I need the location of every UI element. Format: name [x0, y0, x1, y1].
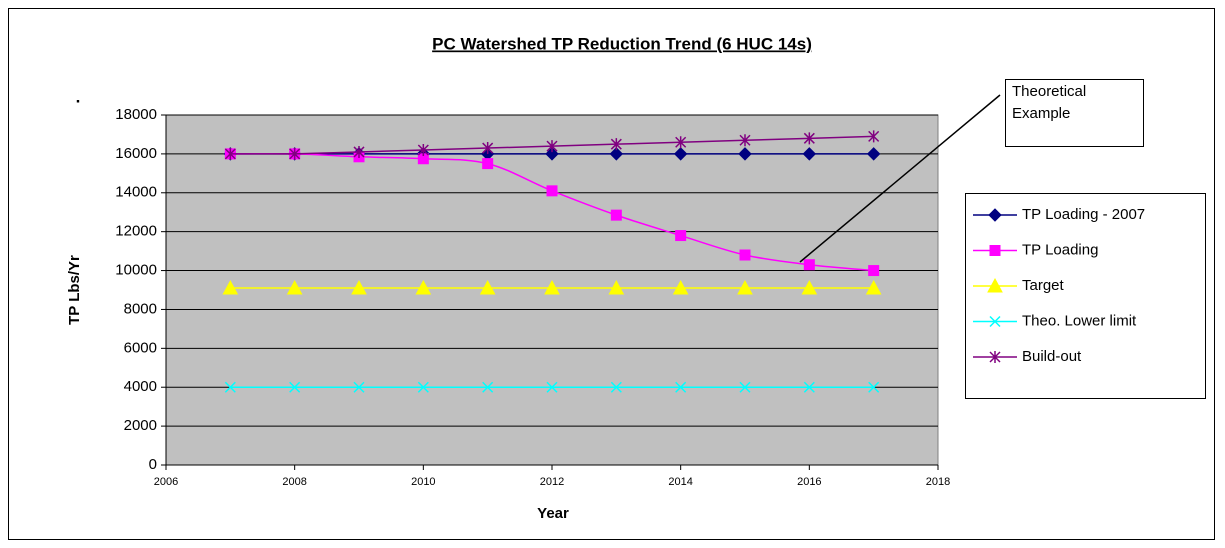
chart-title: PC Watershed TP Reduction Trend (6 HUC 1…	[432, 34, 812, 53]
marker	[672, 280, 689, 295]
annotation-text: Theoretical	[1012, 83, 1086, 100]
y-tick-label: 4000	[124, 378, 157, 395]
x-tick-label: 2012	[540, 476, 564, 488]
x-tick-label: 2014	[668, 476, 692, 488]
legend-marker	[989, 315, 1001, 328]
marker	[801, 280, 818, 295]
marker	[737, 280, 753, 295]
marker	[545, 147, 559, 161]
marker	[803, 381, 815, 393]
x-tick-label: 2016	[797, 476, 821, 488]
marker	[353, 381, 365, 393]
annotation-pointer	[799, 94, 1001, 263]
marker	[868, 130, 880, 143]
y-tick-label: 6000	[124, 339, 157, 356]
marker	[546, 381, 558, 393]
marker	[803, 259, 815, 271]
legend-label: TP Loading - 2007	[1022, 206, 1145, 223]
y-tick-label: 8000	[124, 300, 157, 317]
legend-marker	[988, 208, 1002, 222]
marker	[608, 280, 625, 295]
y-axis-note: .	[76, 87, 81, 106]
marker	[353, 145, 365, 158]
marker	[482, 142, 494, 155]
legend-label: Build-out	[1022, 348, 1082, 365]
marker	[479, 280, 496, 295]
legend	[965, 193, 1206, 399]
marker	[673, 147, 688, 161]
legend-marker	[989, 351, 1001, 363]
legend-marker	[987, 277, 1003, 293]
marker	[415, 280, 432, 295]
y-tick-label: 12000	[115, 223, 157, 240]
marker	[868, 265, 880, 277]
marker	[610, 209, 622, 221]
marker	[417, 381, 429, 393]
marker	[865, 280, 882, 295]
marker	[739, 249, 751, 261]
marker	[610, 381, 622, 393]
marker	[546, 140, 558, 153]
marker	[675, 381, 687, 393]
x-tick-label: 2010	[411, 476, 435, 488]
marker	[803, 132, 815, 145]
y-tick-label: 16000	[115, 145, 157, 162]
marker	[675, 230, 687, 242]
marker	[739, 381, 751, 393]
marker	[289, 147, 301, 160]
y-tick-label: 14000	[115, 184, 157, 201]
marker	[546, 185, 558, 197]
marker	[482, 158, 494, 170]
legend-marker	[989, 245, 1001, 256]
legend-label: Target	[1022, 277, 1065, 294]
y-tick-label: 10000	[115, 262, 157, 279]
y-axis-label: TP Lbs/Yr	[66, 255, 83, 325]
x-tick-label: 2006	[154, 476, 178, 488]
marker	[675, 136, 687, 149]
y-tick-label: 18000	[115, 106, 157, 123]
marker	[610, 138, 622, 151]
marker	[739, 134, 751, 147]
marker	[417, 144, 429, 156]
x-axis-label: Year	[537, 505, 569, 522]
marker	[738, 147, 752, 161]
x-tick-label: 2008	[282, 476, 306, 488]
legend-label: TP Loading	[1022, 241, 1098, 258]
marker	[224, 147, 236, 160]
y-tick-label: 2000	[124, 417, 157, 434]
marker	[222, 280, 239, 295]
marker	[802, 147, 817, 161]
x-tick-label: 2018	[926, 476, 950, 488]
marker	[289, 381, 301, 393]
y-tick-label: 0	[149, 456, 157, 473]
marker	[482, 381, 494, 393]
annotation-text: Example	[1012, 105, 1070, 122]
legend-label: Theo. Lower limit	[1022, 312, 1137, 329]
marker	[351, 280, 367, 295]
marker	[866, 147, 881, 161]
annotation-box	[1005, 79, 1144, 147]
marker	[544, 280, 560, 295]
marker	[609, 147, 624, 161]
marker	[224, 381, 236, 393]
marker	[868, 381, 880, 393]
marker	[286, 280, 303, 295]
